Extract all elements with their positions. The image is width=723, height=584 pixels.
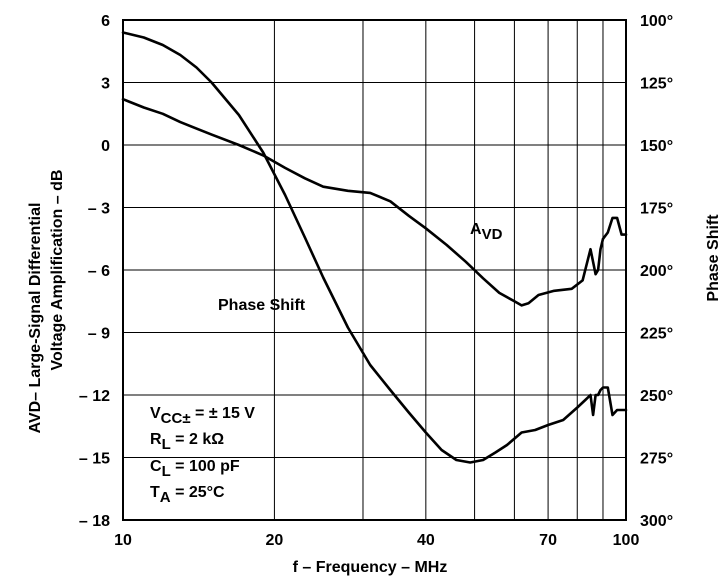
y-left-tick-label: – 18 xyxy=(79,513,110,530)
y-right-tick-label: 200° xyxy=(640,263,673,280)
y-left-label-a: AVD– Large-Signal Differential xyxy=(27,203,44,434)
condition-rl: RL = 2 kΩ xyxy=(150,431,224,453)
y-right-tick-label: 125° xyxy=(640,76,673,93)
y-right-axis-label: Phase Shift xyxy=(705,214,722,302)
y-right-tick-label: 250° xyxy=(640,388,673,405)
y-left-axis-label-line1: AVD– Large-Signal Differential xyxy=(27,203,44,434)
condition-ta: TA = 25°C xyxy=(150,484,225,506)
y-left-tick-label: 0 xyxy=(101,138,110,155)
y-left-tick-label: – 6 xyxy=(88,263,110,280)
y-right-tick-label: 275° xyxy=(640,451,673,468)
plot-frame xyxy=(122,19,627,521)
y-left-tick-label: – 9 xyxy=(88,326,110,343)
y-left-tick-label: 6 xyxy=(101,13,110,30)
test-conditions: VCC± = ± 15 V RL = 2 kΩ CL = 100 pF TA =… xyxy=(150,405,255,506)
phase-shift-curve xyxy=(121,31,628,464)
condition-cl: CL = 100 pF xyxy=(150,458,240,480)
x-tick-label: 70 xyxy=(539,532,557,549)
avd-curve xyxy=(121,97,628,307)
y-left-tick-label: 3 xyxy=(101,76,110,93)
y-right-tick-label: 150° xyxy=(640,138,673,155)
avd-label-sub: VD xyxy=(482,226,503,243)
curves xyxy=(121,31,628,464)
ticks: 6 3 0 – 3 – 6 – 9 – 12 – 15 – 18 100° 125° 150° 175°… xyxy=(79,13,673,549)
x-tick-label: 40 xyxy=(417,532,435,549)
x-axis-label: f – Frequency – MHz xyxy=(293,559,448,576)
y-right-tick-label: 225° xyxy=(640,326,673,343)
condition-vcc: VCC± = ± 15 V xyxy=(150,405,255,427)
x-tick-label: 20 xyxy=(266,532,284,549)
y-right-tick-label: 175° xyxy=(640,201,673,218)
phase-shift-curve-label: Phase Shift xyxy=(218,297,306,314)
y-left-tick-label: – 12 xyxy=(79,388,110,405)
y-left-axis-label: AVD– Large-Signal Differential Voltage A… xyxy=(27,170,66,434)
x-tick-label: 100 xyxy=(613,532,640,549)
y-left-tick-label: – 3 xyxy=(88,201,110,218)
avd-curve-label: AVD xyxy=(470,221,503,243)
y-left-tick-label: – 15 xyxy=(79,451,110,468)
y-left-axis-label-line2: Voltage Amplification – dB xyxy=(49,170,66,371)
y-right-tick-label: 300° xyxy=(640,513,673,530)
avd-label-main: A xyxy=(470,221,482,238)
y-right-tick-label: 100° xyxy=(640,13,673,30)
x-tick-label: 10 xyxy=(114,532,132,549)
grid xyxy=(123,20,626,520)
